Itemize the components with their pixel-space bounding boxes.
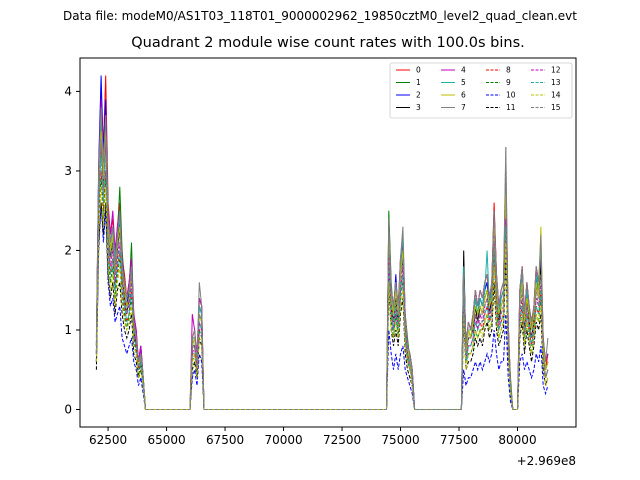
y-axis: 0 1 2 3 4 <box>64 84 80 417</box>
x-tick-label: 75000 <box>381 433 419 447</box>
legend-label-6: 6 <box>461 91 466 100</box>
series-line-6 <box>95 123 549 410</box>
legend-label-5: 5 <box>461 78 466 87</box>
x-tick-label: 65000 <box>147 433 185 447</box>
legend-frame <box>389 62 573 119</box>
legend-label-2: 2 <box>416 91 421 100</box>
series-line-12 <box>95 147 549 410</box>
y-tick-label: 4 <box>64 84 72 98</box>
legend-label-11: 11 <box>506 103 516 112</box>
series-line-2 <box>95 75 549 410</box>
series-line-13 <box>95 154 549 410</box>
legend-label-13: 13 <box>551 78 561 87</box>
legend-label-3: 3 <box>416 103 421 112</box>
series-line-3 <box>95 131 549 410</box>
series-line-5 <box>95 115 549 410</box>
series-line-14 <box>95 186 549 410</box>
plot-area <box>95 75 549 410</box>
y-tick-label: 0 <box>64 403 72 417</box>
series-line-15 <box>95 139 549 410</box>
x-offset-label: +2.969e8 <box>517 454 576 468</box>
legend-label-9: 9 <box>506 78 511 87</box>
x-axis: 62500 65000 67500 70000 72500 75000 77500 80000 <box>89 427 537 447</box>
figure-suptitle: Data file: modeM0/AS1T03_118T01_90000029… <box>63 9 577 23</box>
axes-frame <box>79 57 577 428</box>
legend-label-4: 4 <box>461 66 466 75</box>
y-tick-label: 1 <box>64 323 72 337</box>
x-tick-label: 62500 <box>89 433 127 447</box>
legend-label-0: 0 <box>416 66 421 75</box>
series-line-0 <box>95 75 549 410</box>
legend-label-8: 8 <box>506 66 511 75</box>
series-line-1 <box>95 107 549 410</box>
legend-label-10: 10 <box>506 91 516 100</box>
x-tick-label: 70000 <box>264 433 302 447</box>
series-line-7 <box>95 107 549 410</box>
series-line-10 <box>95 202 549 410</box>
x-tick-label: 72500 <box>323 433 361 447</box>
series-line-9 <box>95 178 549 410</box>
chart-title: Quadrant 2 module wise count rates with … <box>131 35 525 51</box>
legend-label-14: 14 <box>551 91 561 100</box>
y-tick-label: 2 <box>64 243 72 257</box>
x-tick-label: 80000 <box>498 433 536 447</box>
legend-label-12: 12 <box>551 66 561 75</box>
legend-label-15: 15 <box>551 103 561 112</box>
y-tick-label: 3 <box>64 164 72 178</box>
x-tick-label: 77500 <box>440 433 478 447</box>
x-tick-label: 67500 <box>206 433 244 447</box>
legend-label-1: 1 <box>416 78 421 87</box>
legend-label-7: 7 <box>461 103 466 112</box>
